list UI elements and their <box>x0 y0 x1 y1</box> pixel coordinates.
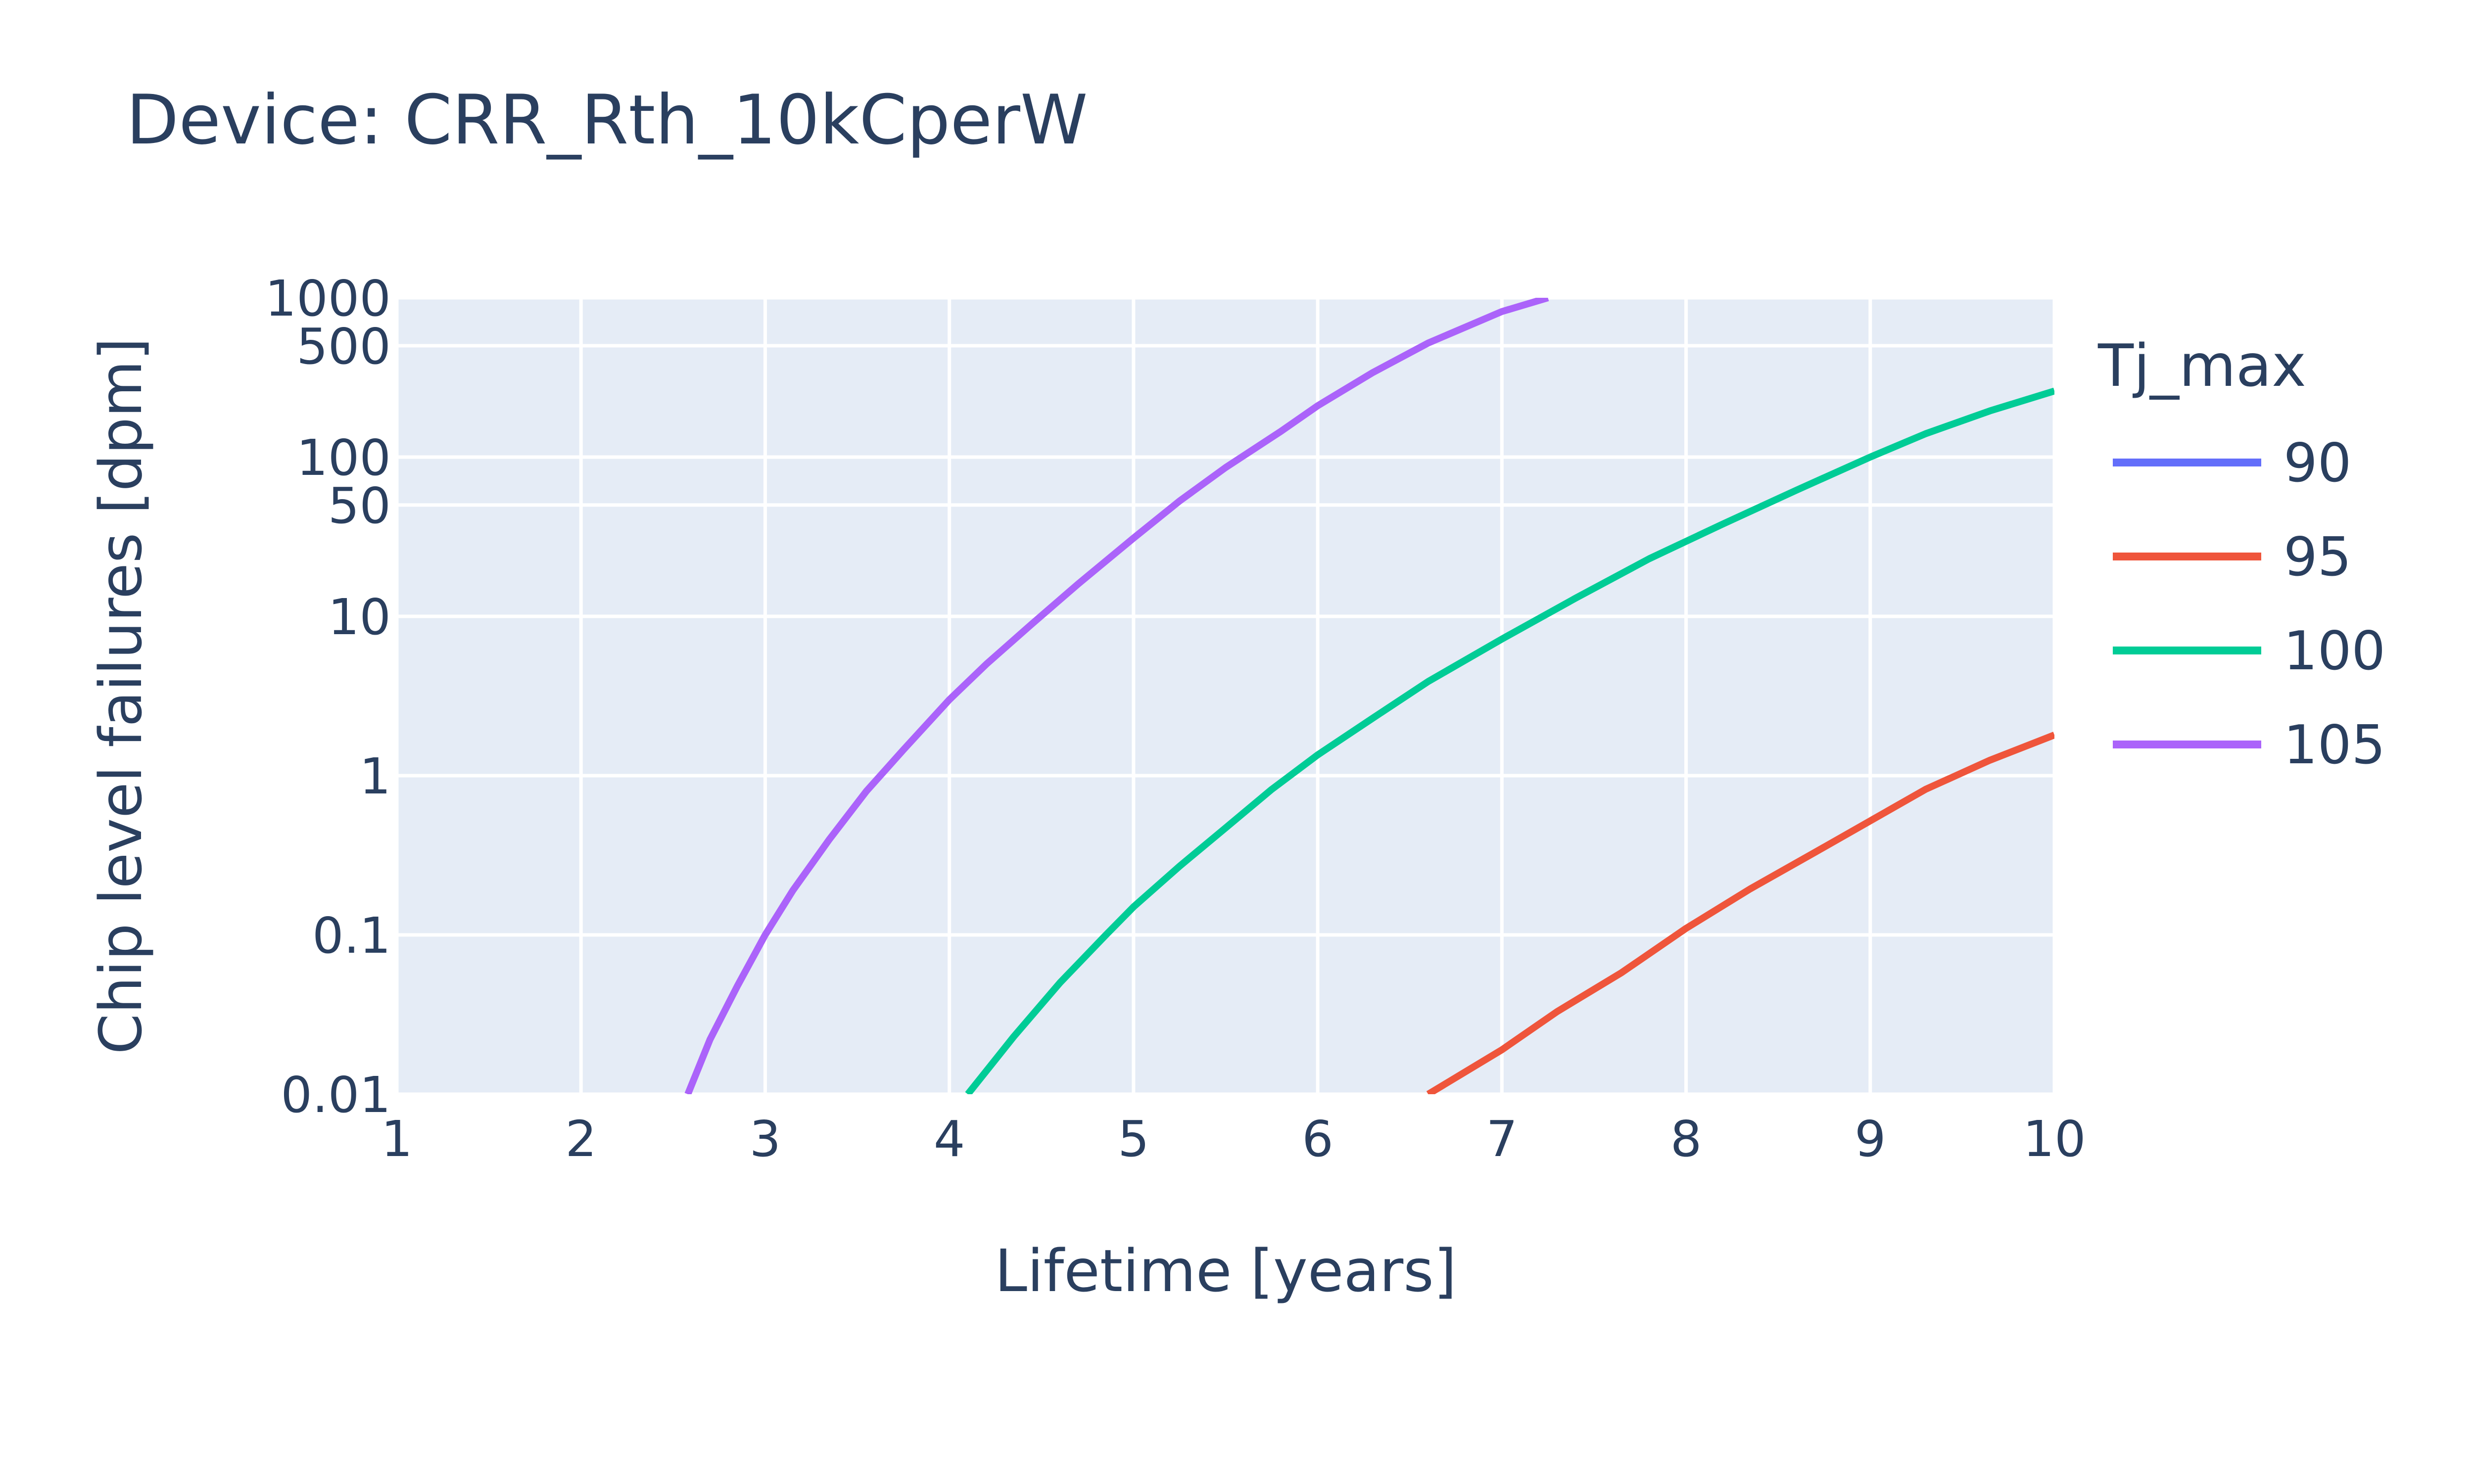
x-tick-label: 4 <box>934 1110 965 1168</box>
y-tick-label: 0.01 <box>281 1066 391 1124</box>
y-tick-label: 500 <box>296 318 391 375</box>
x-tick-labels: 1 2 3 4 5 6 7 8 9 10 <box>381 1110 2086 1168</box>
plot-area <box>397 298 2054 1094</box>
x-tick-label: 3 <box>750 1110 781 1168</box>
legend-label: 90 <box>2284 432 2351 494</box>
y-tick-label: 100 <box>296 429 391 487</box>
x-tick-label: 9 <box>1855 1110 1886 1168</box>
legend-label: 95 <box>2284 526 2351 588</box>
y-tick-label: 10 <box>328 588 391 646</box>
x-tick-label: 8 <box>1670 1110 1702 1168</box>
y-tick-label: 50 <box>328 477 391 535</box>
y-tick-label: 1000 <box>265 270 391 327</box>
series-layer <box>684 298 2054 1094</box>
x-tick-label: 6 <box>1302 1110 1333 1168</box>
x-tick-label: 10 <box>2023 1110 2086 1168</box>
x-gridlines <box>395 298 2056 1094</box>
x-tick-label: 5 <box>1118 1110 1149 1168</box>
legend-title: Tj_max <box>2097 331 2306 400</box>
series-line-105 <box>684 298 1549 1094</box>
legend-label: 105 <box>2284 714 2385 776</box>
chart-title: Device: CRR_Rth_10kCperW <box>126 80 1088 160</box>
y-tick-label: 1 <box>359 747 391 805</box>
x-axis-title: Lifetime [years] <box>995 1237 1457 1305</box>
y-gridlines <box>397 296 2054 1096</box>
series-line-95 <box>1426 732 2054 1094</box>
legend-label: 100 <box>2284 620 2385 682</box>
y-axis-title: Chip level failures [dpm] <box>87 337 155 1054</box>
x-tick-label: 1 <box>381 1110 413 1168</box>
y-tick-label: 0.1 <box>312 907 391 965</box>
series-line-100 <box>965 387 2054 1094</box>
legend-items: 90 95 100 105 <box>2113 432 2385 776</box>
x-tick-label: 2 <box>565 1110 597 1168</box>
x-tick-label: 7 <box>1486 1110 1518 1168</box>
legend: Tj_max 90 95 100 105 <box>2097 331 2385 776</box>
